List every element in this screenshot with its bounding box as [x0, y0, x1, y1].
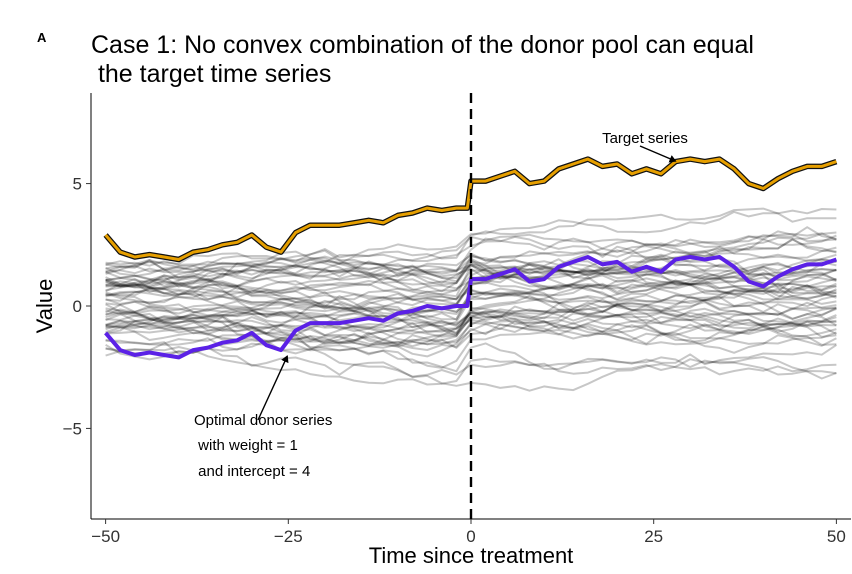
target-annotation-arrow [639, 145, 677, 163]
optimal-annotation-line-3: and intercept = 4 [194, 463, 310, 480]
panel-label: A [37, 30, 47, 45]
donor-series-line [105, 249, 837, 283]
target-series-annotation: Target series [602, 130, 688, 163]
y-tick-label: −5 [63, 419, 82, 438]
donor-series-line [105, 307, 837, 352]
x-tick-label: 0 [466, 527, 475, 546]
donor-series-line [105, 290, 837, 337]
donor-series-line [105, 230, 837, 287]
donor-series-line [105, 300, 837, 335]
optimal-annotation-arrow [257, 355, 289, 421]
donor-series-line [105, 207, 837, 288]
y-axis-title: Value [32, 279, 57, 334]
donor-series-line [105, 310, 837, 354]
donor-series-line [105, 311, 837, 380]
donor-series-line [105, 208, 837, 279]
donor-series-line [105, 319, 837, 351]
x-tick-label: 25 [644, 527, 663, 546]
donor-series-line [105, 283, 837, 340]
donor-series-line [105, 253, 837, 281]
donor-series-line [105, 289, 837, 334]
donor-series-line [105, 286, 837, 324]
optimal-series-annotation: Optimal donor series with weight = 1 and… [194, 355, 332, 480]
highlighted-series-group [103, 156, 838, 360]
x-tick-label: 50 [827, 527, 846, 546]
donor-series-line [105, 298, 837, 334]
x-tick-label: −25 [274, 527, 303, 546]
donor-series-line [105, 255, 837, 300]
donor-series-line [105, 346, 837, 386]
chart-title-line-1: Case 1: No convex combination of the don… [91, 31, 754, 59]
donor-series-line [105, 337, 837, 373]
x-tick-label: −50 [91, 527, 120, 546]
target-series-line [104, 157, 837, 261]
x-axis-title: Time since treatment [369, 543, 574, 568]
donor-series-line [105, 311, 837, 346]
y-tick-label: 0 [73, 297, 82, 316]
optimal-annotation-line-2: with weight = 1 [194, 437, 298, 454]
y-axis-ticks: −5 0 5 [63, 175, 91, 438]
donor-series-line [105, 268, 837, 352]
optimal-donor-series-line [104, 255, 838, 360]
x-axis-ticks: −50 −25 0 25 50 [91, 519, 846, 546]
donor-series-line [105, 245, 837, 294]
donor-series-line [105, 275, 837, 322]
y-tick-label: 5 [73, 175, 82, 194]
optimal-annotation-line-1: Optimal donor series [194, 412, 332, 429]
donor-series-line [105, 231, 837, 282]
donor-series-line [105, 258, 837, 326]
donor-series-group [105, 207, 837, 392]
target-annotation-label: Target series [602, 130, 688, 147]
chart-title-line-2: the target time series [91, 60, 331, 88]
donor-series-line [105, 264, 837, 308]
